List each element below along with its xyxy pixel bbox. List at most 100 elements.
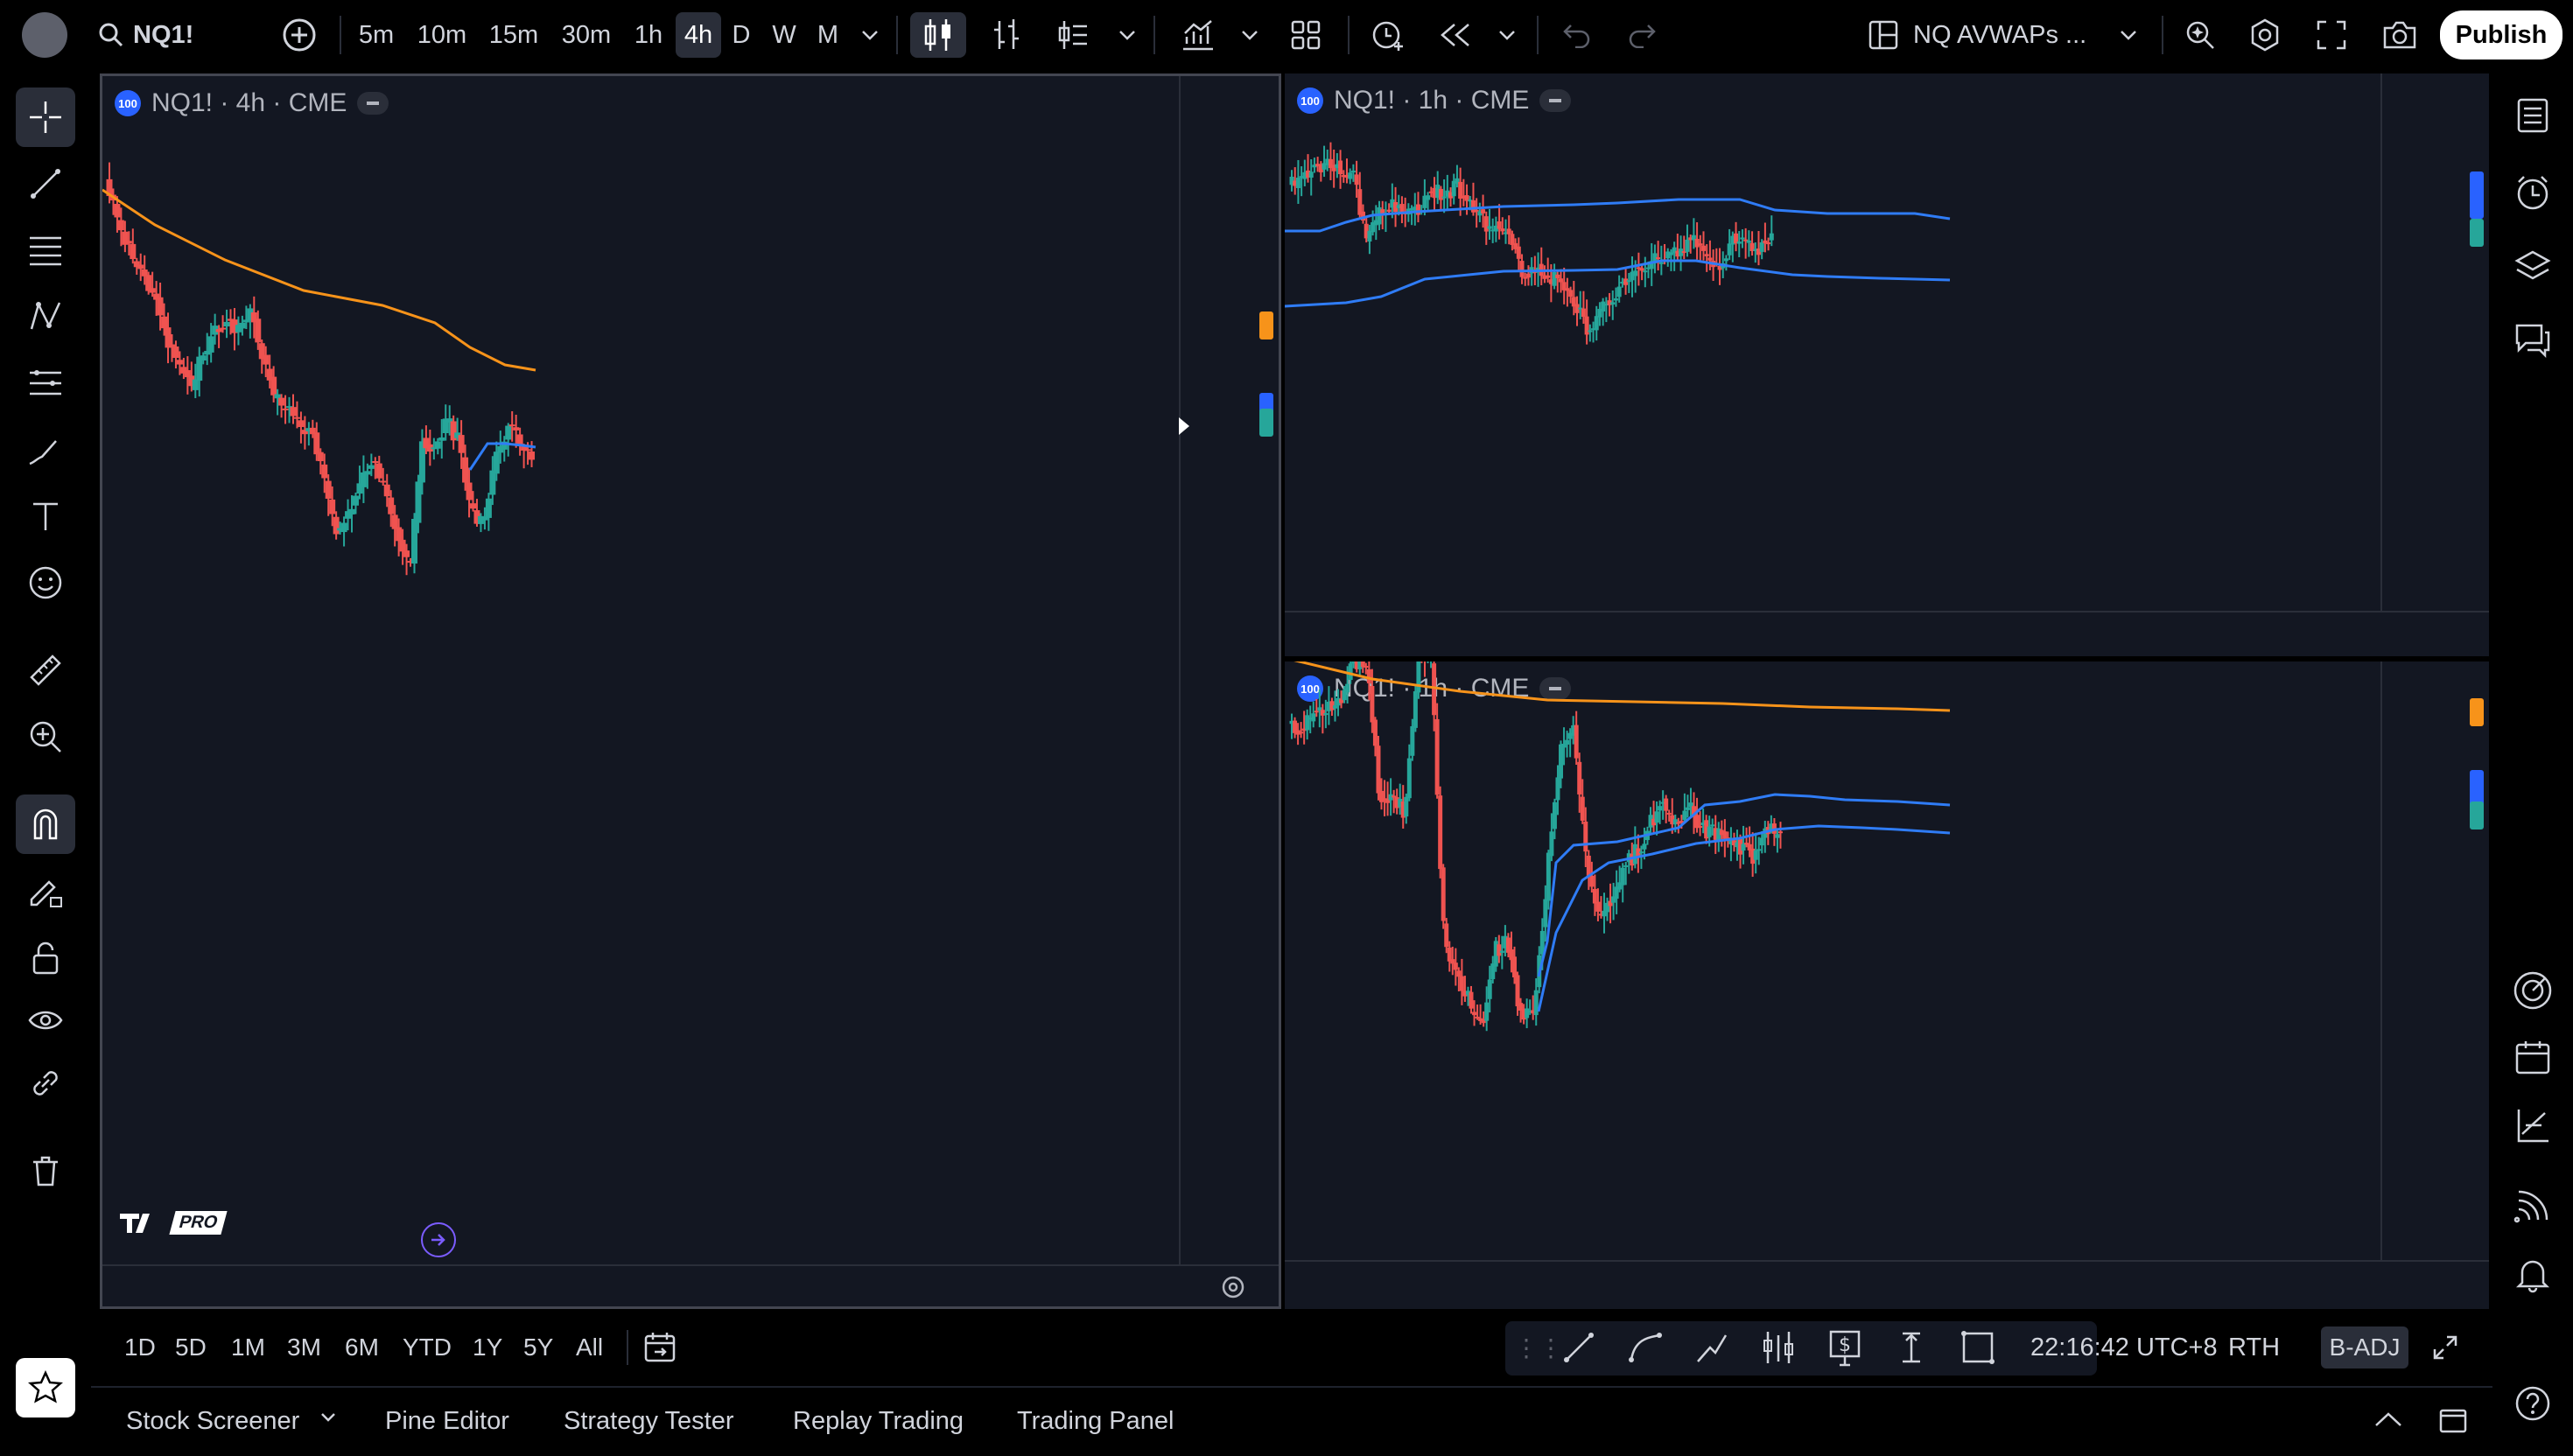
interval-1h[interactable]: 1h <box>634 20 663 49</box>
layout-name[interactable]: NQ AVWAPs ... <box>1913 20 2087 49</box>
layout-dropdown[interactable] <box>2113 12 2144 58</box>
candles-chart-type-button[interactable] <box>910 12 966 58</box>
quick-trend-line[interactable] <box>1560 1326 1598 1368</box>
range-1d[interactable]: 1D <box>124 1334 156 1361</box>
replay-dropdown[interactable] <box>1491 12 1523 58</box>
snapshot-button[interactable] <box>2373 12 2426 58</box>
brush-tool[interactable] <box>16 420 75 480</box>
time-axis[interactable] <box>1285 611 2489 656</box>
ideas-button[interactable] <box>2506 1099 2559 1152</box>
screener-button[interactable] <box>2506 964 2559 1017</box>
tab-trading-panel[interactable]: Trading Panel <box>1017 1407 1174 1435</box>
chats-button[interactable] <box>2506 313 2559 366</box>
layout-button[interactable] <box>1859 12 1908 58</box>
chart-pane-1h-bottom[interactable]: 100 NQ1! · 1h · CME <box>1285 662 2489 1309</box>
compare-button[interactable] <box>1169 12 1225 58</box>
settings-button[interactable] <box>2240 12 2289 58</box>
session-toggle[interactable]: RTH <box>2228 1333 2281 1362</box>
tab-strategy-tester[interactable]: Strategy Tester <box>564 1407 734 1435</box>
time-axis[interactable] <box>1285 1260 2489 1309</box>
object-tree-button[interactable] <box>2506 242 2559 294</box>
quick-curve[interactable] <box>1626 1326 1665 1368</box>
streams-button[interactable] <box>2506 1180 2559 1232</box>
range-5d[interactable]: 5D <box>175 1334 207 1361</box>
publish-button[interactable]: Publish <box>2440 10 2562 60</box>
zoom-tool[interactable] <box>16 707 75 766</box>
price-axis[interactable] <box>1179 76 1279 1264</box>
tab-replay-trading[interactable]: Replay Trading <box>793 1407 964 1435</box>
text-tool[interactable] <box>16 486 75 546</box>
price-chart-4h[interactable] <box>102 76 1179 1264</box>
price-chart-1h-bottom[interactable] <box>1285 662 2379 1260</box>
range-3m[interactable]: 3M <box>287 1334 321 1361</box>
range-5y[interactable]: 5Y <box>523 1334 554 1361</box>
stay-in-drawing-mode[interactable] <box>16 861 75 920</box>
collapse-legend-button[interactable] <box>1539 89 1572 112</box>
chevron-down-icon[interactable] <box>320 1412 336 1423</box>
drag-handle-icon[interactable]: ⋮⋮ <box>1514 1334 1563 1362</box>
go-to-date-button[interactable] <box>642 1326 677 1368</box>
chart-pane-1h-top[interactable]: 100 NQ1! · 1h · CME <box>1285 74 2489 656</box>
notifications-button[interactable] <box>2506 1248 2559 1300</box>
time-axis[interactable] <box>102 1264 1279 1306</box>
range-all[interactable]: All <box>576 1334 604 1361</box>
interval-w[interactable]: W <box>772 20 796 49</box>
quick-path[interactable] <box>1693 1326 1731 1368</box>
tab-stock-screener[interactable]: Stock Screener <box>126 1407 300 1435</box>
collapse-legend-button[interactable] <box>357 92 389 115</box>
maximize-panel-button[interactable] <box>2438 1407 2468 1435</box>
interval-30m[interactable]: 30m <box>561 20 612 49</box>
collapse-panel-button[interactable] <box>2373 1410 2403 1428</box>
indicators-button[interactable] <box>1047 12 1099 58</box>
fullscreen-button[interactable] <box>2307 12 2356 58</box>
forecasting-tool[interactable] <box>16 354 75 413</box>
pattern-tool[interactable] <box>16 287 75 346</box>
price-axis[interactable] <box>2380 662 2489 1260</box>
range-1m[interactable]: 1M <box>231 1334 265 1361</box>
quick-rectangle[interactable] <box>1959 1326 1997 1368</box>
pane-settings-button[interactable] <box>1216 1270 1251 1305</box>
crosshair-tool[interactable] <box>16 88 75 147</box>
range-1y[interactable]: 1Y <box>473 1334 503 1361</box>
alerts-button[interactable] <box>2506 166 2559 219</box>
adjust-toggle[interactable]: B-ADJ <box>2321 1326 2408 1368</box>
interval-5m[interactable]: 5m <box>358 20 395 49</box>
price-chart-1h-top[interactable] <box>1285 74 2379 611</box>
emoji-tool[interactable] <box>16 553 75 612</box>
maximize-button[interactable] <box>2431 1326 2459 1368</box>
hide-drawings[interactable] <box>16 990 75 1050</box>
price-axis[interactable] <box>2380 74 2489 611</box>
undo-button[interactable] <box>1553 12 1602 58</box>
quick-measure[interactable] <box>1892 1326 1931 1368</box>
calendar-button[interactable] <box>2506 1031 2559 1083</box>
indicators-dropdown[interactable] <box>1111 12 1143 58</box>
magnet-tool[interactable] <box>16 794 75 854</box>
tab-pine-editor[interactable]: Pine Editor <box>385 1407 509 1435</box>
range-ytd[interactable]: YTD <box>403 1334 452 1361</box>
templates-button[interactable] <box>1279 12 1332 58</box>
interval-4h[interactable]: 4h <box>676 12 721 58</box>
favorites-tool[interactable] <box>16 1358 75 1418</box>
quick-price-range[interactable]: $ <box>1826 1326 1864 1368</box>
scroll-arrow-icon[interactable] <box>1179 417 1189 435</box>
interval-d[interactable]: D <box>732 20 751 49</box>
interval-15m[interactable]: 15m <box>488 20 539 49</box>
go-to-realtime-button[interactable] <box>421 1222 456 1257</box>
bars-chart-type-button[interactable] <box>982 12 1031 58</box>
add-symbol-button[interactable] <box>277 12 322 58</box>
lock-drawings[interactable] <box>16 928 75 987</box>
range-6m[interactable]: 6M <box>345 1334 379 1361</box>
remove-drawings[interactable] <box>16 1141 75 1200</box>
watchlist-button[interactable] <box>2506 89 2559 142</box>
trend-line-tool[interactable] <box>16 154 75 214</box>
interval-dropdown[interactable] <box>854 12 886 58</box>
clock-display[interactable]: 22:16:42 UTC+8 <box>2030 1333 2218 1362</box>
symbol-search-button[interactable]: NQ1! <box>98 12 326 58</box>
quick-long-position[interactable] <box>1759 1326 1798 1368</box>
measure-tool[interactable] <box>16 640 75 700</box>
help-button[interactable] <box>2506 1377 2559 1430</box>
chart-pane-4h[interactable]: 100 NQ1! · 4h · CME PRO <box>100 74 1281 1309</box>
interval-m[interactable]: M <box>817 20 839 49</box>
redo-button[interactable] <box>1617 12 1666 58</box>
collapse-legend-button[interactable] <box>1539 677 1572 700</box>
